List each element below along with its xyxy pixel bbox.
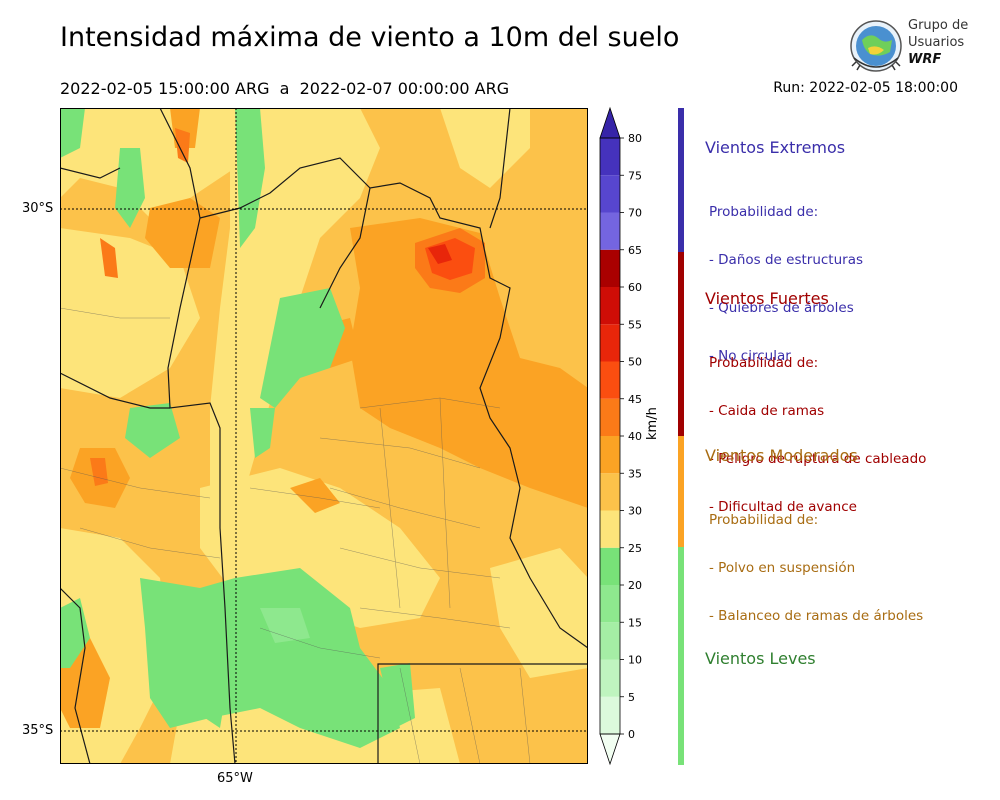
wind-zone-35-40: [290, 478, 340, 513]
colorbar-tick-label: 55: [628, 318, 642, 331]
colorbar-tick-label: 60: [628, 281, 642, 294]
colorbar-segment: [600, 398, 620, 436]
colorbar-tick-label: 70: [628, 207, 642, 220]
colorbar-ticks: 0 5 10 15 20 25 30 35 40 45 50 55 60 65 70 75 80: [620, 132, 642, 741]
colorbar-segment: [600, 287, 620, 325]
colorbar-segment: [600, 547, 620, 585]
globe-logo-icon: [850, 20, 902, 72]
category-line: - Quiebres de árboles: [709, 300, 854, 316]
wind-zone-35-40: [145, 198, 220, 268]
category-title-extreme: Vientos Extremos: [705, 138, 846, 157]
category-line: - Caida de ramas: [709, 403, 825, 419]
wind-zone-20-25: [115, 148, 145, 228]
forecast-period: 2022-02-05 15:00:00 ARG a 2022-02-07 00:…: [60, 79, 510, 98]
colorbar-tick-label: 15: [628, 616, 642, 629]
category-bar-moderate: [678, 436, 684, 547]
colorbar-tick-label: 25: [628, 542, 642, 555]
category-bar-extreme: [678, 108, 684, 252]
lat-label-35s: 35°S: [22, 723, 54, 738]
colorbar-extend-high: [599, 106, 621, 139]
wind-zone-25-30: [490, 548, 588, 678]
category-bar-light: [678, 547, 684, 765]
colorbar-segments: [599, 106, 621, 766]
colorbar-tick-label: 20: [628, 579, 642, 592]
colorbar-tick-label: 35: [628, 467, 642, 480]
colorbar-segment: [600, 473, 620, 511]
colorbar-segment: [600, 659, 620, 697]
wind-map: [60, 108, 588, 764]
category-line: Probabilidad de:: [709, 355, 819, 371]
category-title-strong: Vientos Fuertes: [705, 289, 829, 308]
wind-zone-20-25: [60, 108, 85, 158]
department-boundaries: [60, 307, 531, 764]
colorbar-tick-label: 30: [628, 505, 642, 518]
category-line: - Dificultad de avance: [709, 499, 857, 515]
grupo-usuarios-wrf-logo: Grupo de Usuarios WRF: [848, 18, 978, 74]
category-line: Probabilidad de:: [709, 512, 819, 528]
category-title-light: Vientos Leves: [705, 649, 816, 668]
colorbar-tick-label: 5: [628, 691, 635, 704]
wind-zone-20-25: [380, 663, 415, 728]
colorbar-segment: [600, 138, 620, 176]
wind-zone-20-25: [125, 403, 180, 458]
colorbar-tick-label: 45: [628, 393, 642, 406]
wind-zone-20-25: [190, 668, 230, 728]
logo-text-line1: Grupo de: [908, 18, 969, 33]
lat-label-30s: 30°S: [22, 201, 54, 216]
category-line: - Polvo en suspensión: [709, 560, 856, 576]
category-line: - Daños de estructuras: [709, 252, 864, 268]
colorbar-segment: [600, 212, 620, 250]
colorbar-segment: [600, 361, 620, 399]
logo-text-wrf: WRF: [908, 52, 942, 67]
wind-zone-20-25: [260, 288, 345, 408]
colorbar-segment: [600, 436, 620, 474]
category-desc-strong: Probabilidad de: - Caida de ramas - Peli…: [709, 323, 926, 531]
wind-zone-20-25: [235, 108, 265, 248]
colorbar-tick-label: 50: [628, 356, 642, 369]
map-frame: [60, 108, 588, 764]
logo-text-line2: Usuarios: [908, 35, 965, 50]
wind-zone-25-30: [60, 228, 200, 398]
wind-zone-40-45: [100, 238, 118, 278]
wind-zone-40-45: [175, 128, 190, 163]
colorbar-segment: [600, 249, 620, 287]
category-line: - Balanceo de ramas de árboles: [709, 608, 924, 624]
colorbar-units: km/h: [645, 407, 660, 440]
colorbar-segment: [600, 324, 620, 362]
colorbar-tick-label: 65: [628, 244, 642, 257]
colorbar-segment: [600, 696, 620, 734]
colorbar-tick-label: 40: [628, 430, 642, 443]
map-title: Intensidad máxima de viento a 10m del su…: [60, 22, 680, 53]
category-desc-extreme: Probabilidad de: - Daños de estructuras …: [709, 172, 863, 380]
colorbar-segment: [600, 622, 620, 660]
category-desc-moderate: Probabilidad de: - Polvo en suspensión -…: [709, 480, 923, 640]
colorbar-tick-label: 75: [628, 169, 642, 182]
wind-zone-15-20: [260, 608, 310, 643]
wind-zone-35-40: [350, 218, 588, 508]
category-title-moderate: Vientos Moderados: [705, 446, 858, 465]
colorbar-extend-low: [599, 733, 621, 766]
colorbar-segment: [600, 585, 620, 623]
colorbar-segment: [600, 175, 620, 213]
category-line: - Peligro de ruptura de cableado: [709, 451, 927, 467]
run-timestamp: Run: 2022-02-05 18:00:00: [773, 80, 958, 96]
colorbar-segment: [600, 510, 620, 548]
colorbar-tick-label: 80: [628, 132, 642, 145]
colorbar-tick-label: 0: [628, 728, 635, 741]
category-line: - No circular: [709, 348, 791, 364]
lon-label-65w: 65°W: [217, 771, 253, 786]
wind-zone-20-25: [250, 408, 275, 458]
colorbar-tick-label: 10: [628, 654, 642, 667]
category-bar-strong: [678, 252, 684, 436]
wind-zone-50-55: [428, 244, 452, 264]
category-line: Probabilidad de:: [709, 204, 819, 220]
category-bar: [678, 108, 684, 765]
wind-zone-20-25: [60, 598, 90, 668]
wind-colorbar: 0 5 10 15 20 25 30 35 40 45 50 55 60 65 70 75 80: [599, 106, 642, 766]
